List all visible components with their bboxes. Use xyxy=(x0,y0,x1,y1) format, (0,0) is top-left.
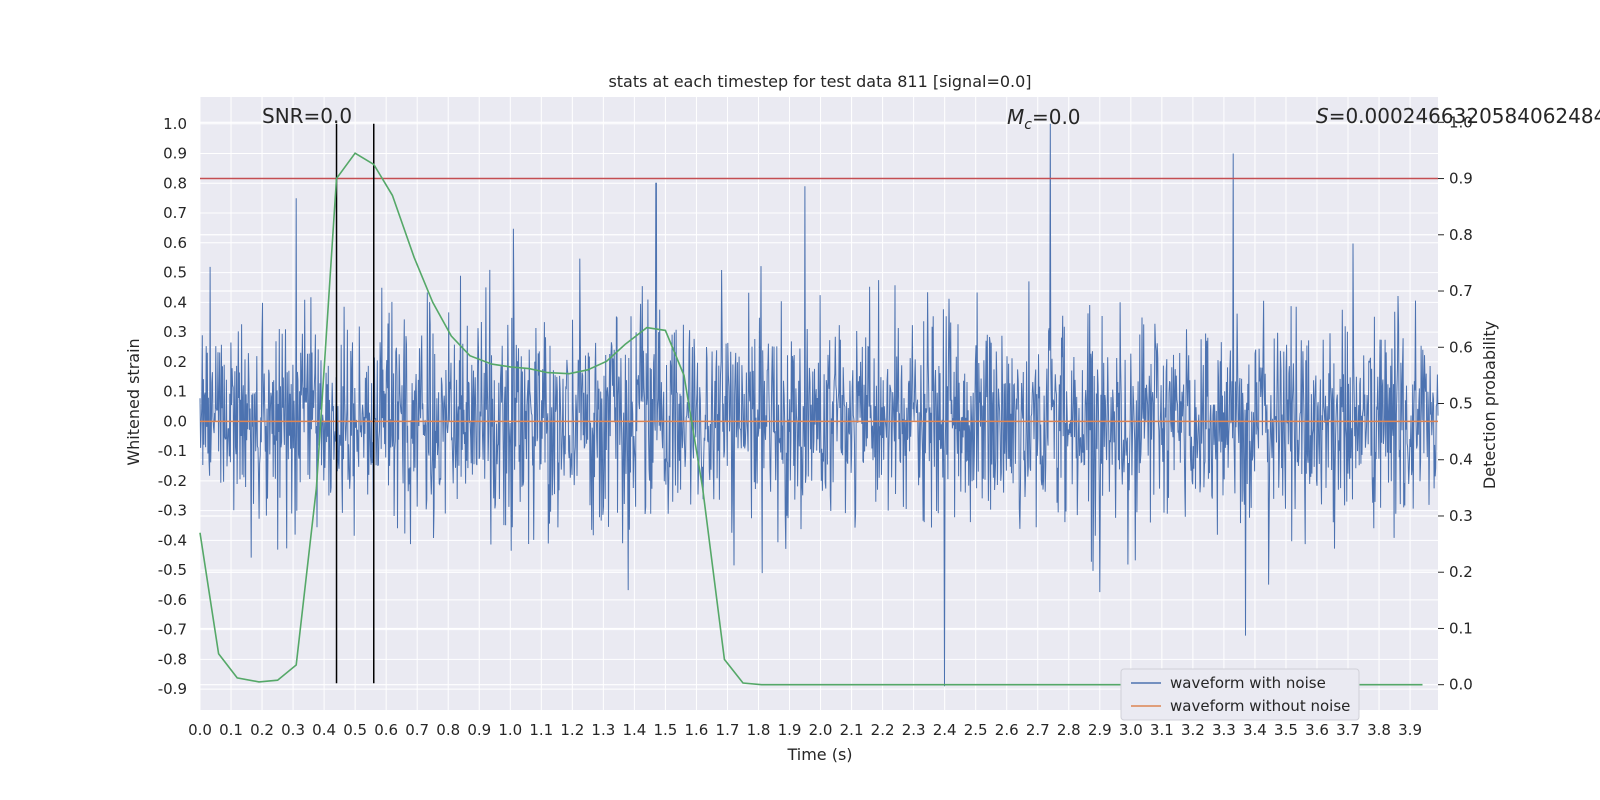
y-tick-label: -0.2 xyxy=(158,472,187,490)
x-tick-label: 1.4 xyxy=(622,721,646,739)
x-tick-label: 2.9 xyxy=(1088,721,1112,739)
y-tick-label: 0.7 xyxy=(163,204,187,222)
y2-tick-label: 0.6 xyxy=(1449,338,1473,356)
y2-tick-label: 0.7 xyxy=(1449,282,1473,300)
y-tick-label: 0.6 xyxy=(163,234,187,252)
x-tick-label: 3.2 xyxy=(1181,721,1205,739)
s-symbol: S xyxy=(1316,104,1329,128)
y2-tick-label: 0.5 xyxy=(1449,395,1473,413)
y2-tick-label: 0.9 xyxy=(1449,170,1473,188)
x-tick-label: 2.7 xyxy=(1026,721,1050,739)
x-tick-label: 2.1 xyxy=(840,721,864,739)
x-tick-label: 1.5 xyxy=(653,721,677,739)
s-annotation: S=0.00024663205840624847 xyxy=(1316,104,1600,128)
chart-title: stats at each timestep for test data 811… xyxy=(608,72,1031,91)
x-tick-label: 2.0 xyxy=(809,721,833,739)
x-tick-label: 3.3 xyxy=(1212,721,1236,739)
y-tick-label: 0.2 xyxy=(163,353,187,371)
x-tick-label: 1.2 xyxy=(560,721,584,739)
x-tick-label: 0.7 xyxy=(405,721,429,739)
x-tick-label: 3.4 xyxy=(1243,721,1267,739)
x-tick-label: 3.7 xyxy=(1336,721,1360,739)
x-tick-label: 0.3 xyxy=(281,721,305,739)
y2-tick-label: 0.3 xyxy=(1449,507,1473,525)
y-tick-label: 1.0 xyxy=(163,115,187,133)
y-tick-label: 0.0 xyxy=(163,412,187,430)
x-tick-label: 2.8 xyxy=(1057,721,1081,739)
y2-tick-label: 0.2 xyxy=(1449,563,1473,581)
x-tick-label: 1.6 xyxy=(685,721,709,739)
x-tick-label: 3.6 xyxy=(1305,721,1329,739)
mc-annotation: Mc=0.0 xyxy=(1007,105,1081,133)
y2-tick-label: 0.0 xyxy=(1449,676,1473,694)
mc-value: =0.0 xyxy=(1032,105,1081,129)
y2-tick-label: 1.0 xyxy=(1449,113,1473,131)
y2-axis-ticks: 1.0 0.9 0.8 0.7 0.6 0.5 0.4 0.3 0.2 0.1 0.0 xyxy=(1438,113,1473,694)
x-tick-label: 0.1 xyxy=(219,721,243,739)
x-tick-label: 3.9 xyxy=(1398,721,1422,739)
series-waveform-with-noise xyxy=(199,123,1439,687)
y-tick-label: 0.9 xyxy=(163,145,187,163)
y-tick-label: -0.9 xyxy=(158,680,187,698)
x-tick-label: 2.6 xyxy=(995,721,1019,739)
y-tick-label: 0.5 xyxy=(163,264,187,282)
x-tick-label: 3.0 xyxy=(1119,721,1143,739)
x-tick-label: 0.8 xyxy=(436,721,460,739)
y-tick-label: 0.1 xyxy=(163,383,187,401)
x-tick-label: 2.4 xyxy=(933,721,957,739)
x-tick-label: 1.3 xyxy=(591,721,615,739)
y-tick-label: -0.8 xyxy=(158,650,187,668)
y-tick-label: -0.3 xyxy=(158,502,187,520)
y-tick-label: 0.8 xyxy=(163,174,187,192)
x-tick-label: 0.6 xyxy=(374,721,398,739)
y2-tick-label: 0.4 xyxy=(1449,451,1473,469)
mc-symbol: M xyxy=(1007,105,1024,129)
legend-label-noise: waveform with noise xyxy=(1170,674,1326,692)
y-tick-label: -0.4 xyxy=(158,531,187,549)
x-tick-label: 2.2 xyxy=(871,721,895,739)
y-tick-label: 0.3 xyxy=(163,323,187,341)
x-tick-label: 3.8 xyxy=(1367,721,1391,739)
snr-annotation: SNR=0.0 xyxy=(262,104,352,128)
x-tick-label: 3.1 xyxy=(1150,721,1174,739)
y2-tick-label: 0.1 xyxy=(1449,619,1473,637)
x-tick-label: 0.0 xyxy=(188,721,212,739)
x-axis-label: Time (s) xyxy=(786,745,852,764)
x-tick-label: 0.5 xyxy=(343,721,367,739)
x-tick-label: 2.3 xyxy=(902,721,926,739)
y-tick-label: 0.4 xyxy=(163,293,187,311)
y-tick-label: -0.6 xyxy=(158,591,187,609)
legend-box xyxy=(1120,668,1360,721)
x-tick-label: 0.4 xyxy=(312,721,336,739)
x-axis-ticks: 0.0 0.1 0.2 0.3 0.4 0.5 0.6 0.7 0.8 0.9 1.0 1.1 1.2 1… xyxy=(188,721,1422,739)
x-tick-label: 1.1 xyxy=(529,721,553,739)
x-tick-label: 1.8 xyxy=(747,721,771,739)
s-value: =0.00024663205840624847 xyxy=(1329,104,1600,128)
y-axis-ticks: 1.0 0.9 0.8 0.7 0.6 0.5 0.4 0.3 0.2 0.1 0.0 -0.1 -0.… xyxy=(158,115,187,698)
y-tick-label: -0.1 xyxy=(158,442,187,460)
x-tick-label: 3.5 xyxy=(1274,721,1298,739)
legend-label-clean: waveform without noise xyxy=(1170,697,1350,715)
legend: waveform with noise waveform without noi… xyxy=(1120,668,1360,721)
y-axis-label: Whitened strain xyxy=(124,338,143,465)
y-tick-label: -0.5 xyxy=(158,561,187,579)
mc-subscript: c xyxy=(1024,117,1032,133)
x-tick-label: 1.7 xyxy=(716,721,740,739)
y-tick-label: -0.7 xyxy=(158,621,187,639)
y2-tick-label: 0.8 xyxy=(1449,226,1473,244)
series-detection-probability xyxy=(199,152,1423,686)
y2-axis-label: Detection probability xyxy=(1480,321,1499,489)
x-tick-label: 0.2 xyxy=(250,721,274,739)
x-tick-label: 1.0 xyxy=(498,721,522,739)
x-tick-label: 2.5 xyxy=(964,721,988,739)
x-tick-label: 1.9 xyxy=(778,721,802,739)
x-tick-label: 0.9 xyxy=(467,721,491,739)
